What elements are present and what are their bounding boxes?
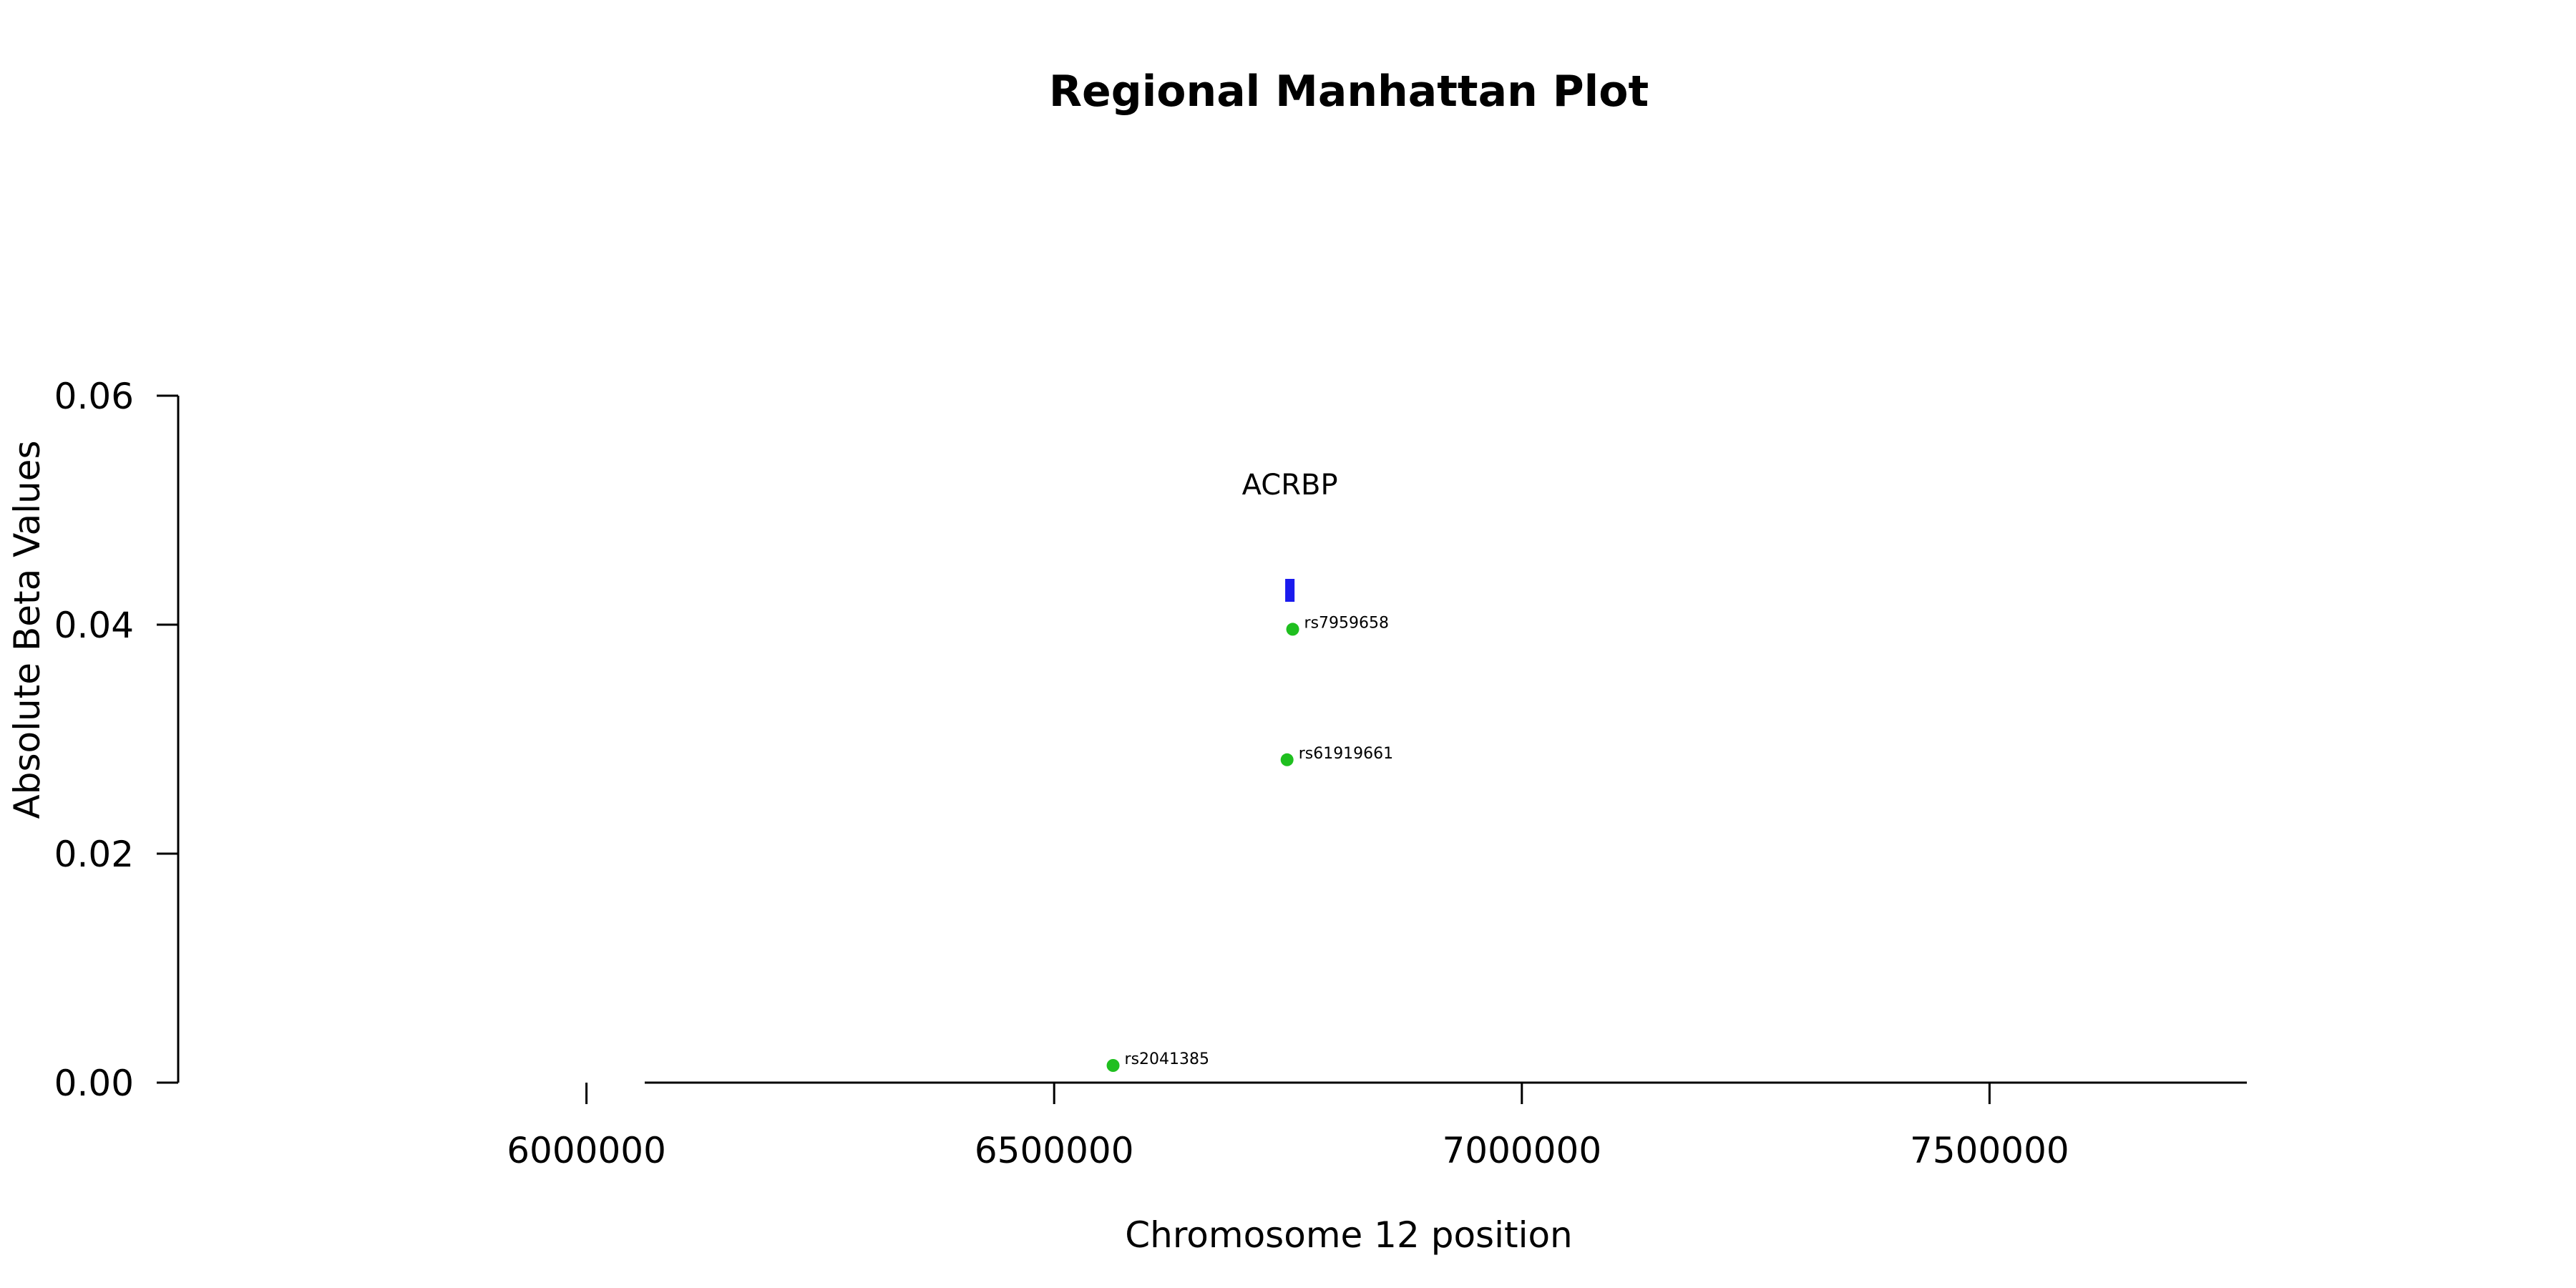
gene-track: ACRBP — [1242, 469, 1338, 602]
y-tick-label: 0.04 — [54, 605, 134, 646]
y-tick-label: 0.02 — [54, 834, 134, 875]
snp-point — [1280, 753, 1294, 766]
x-tick-label: 7500000 — [1910, 1130, 2069, 1171]
x-axis: 6000000 6500000 7000000 7500000 — [507, 1081, 2247, 1171]
snp-label: rs2041385 — [1125, 1050, 1210, 1068]
y-axis: 0.00 0.02 0.04 0.06 — [54, 376, 180, 1104]
x-tick-label: 6500000 — [975, 1130, 1134, 1171]
snp-label: rs7959658 — [1304, 614, 1390, 632]
gene-label: ACRBP — [1242, 469, 1338, 502]
x-tick-label: 7000000 — [1442, 1130, 1601, 1171]
y-tick-label: 0.06 — [54, 376, 134, 417]
x-axis-title: Chromosome 12 position — [1125, 1214, 1573, 1256]
chart-title: Regional Manhattan Plot — [1049, 67, 1649, 117]
y-tick-label: 0.00 — [54, 1063, 134, 1104]
gene-bar — [1285, 579, 1295, 602]
snp-points: rs2041385 rs61919661 rs7959658 — [1106, 614, 1393, 1072]
snp-point — [1286, 623, 1299, 636]
y-axis-title: Absolute Beta Values — [6, 441, 48, 819]
x-tick-label: 6000000 — [507, 1130, 666, 1171]
snp-label: rs61919661 — [1299, 745, 1393, 763]
snp-point — [1106, 1059, 1120, 1072]
